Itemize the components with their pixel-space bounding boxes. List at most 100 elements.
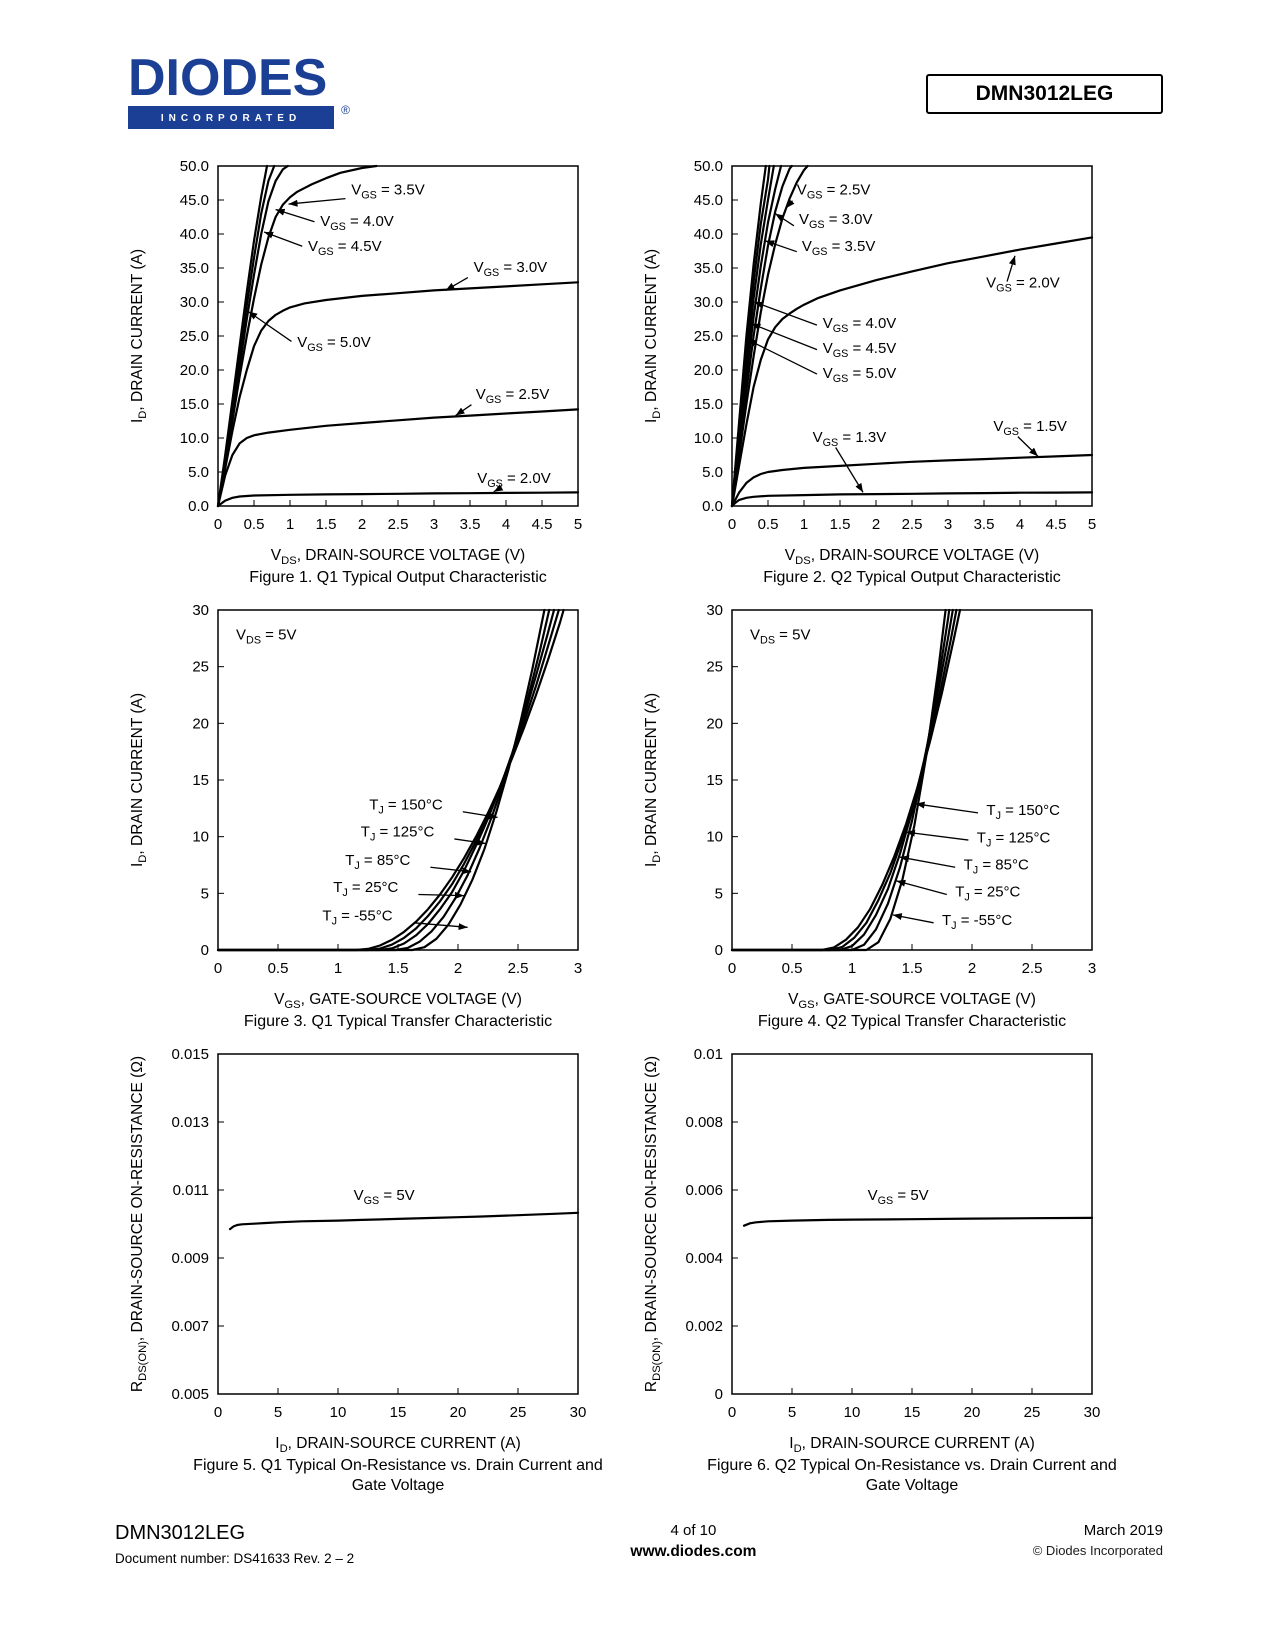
footer-part-number: DMN3012LEG: [115, 1522, 246, 1544]
x-tick-label: 3: [430, 516, 438, 533]
annotation-label: VGS = 3.5V: [802, 238, 876, 258]
plot-border: [731, 1053, 1093, 1395]
x-tick-label: 1: [800, 516, 808, 533]
y-tick-label: 0.004: [685, 1250, 723, 1267]
x-tick-label: 4.5: [532, 516, 553, 533]
curve-tj-125-c: [216, 608, 560, 952]
curve-vgs-5v: [742, 1216, 1094, 1227]
plot-border: [731, 609, 1093, 951]
curve-tj-25-c: [730, 608, 951, 952]
figure-6: 0 5 10 15 20 25 30 0 0.002 0.004 0.006 0.008 0.01 ID,…: [622, 1040, 1117, 1496]
x-tick-label: 30: [1084, 1404, 1101, 1421]
y-tick-label: 30: [192, 602, 209, 619]
annotation-label: TJ = 25°C: [955, 884, 1020, 904]
footer-date: March 2019: [1083, 1522, 1163, 1539]
footer-website-link[interactable]: www.diodes.com: [630, 1543, 757, 1560]
y-tick-label: 0.013: [171, 1114, 209, 1131]
x-tick-label: 0.5: [758, 516, 779, 533]
x-tick-label: 0: [728, 516, 736, 533]
y-tick-label: 20: [706, 715, 723, 732]
y-axis-label: ID, DRAIN CURRENT (A): [643, 693, 663, 867]
annotation-arrow: [915, 801, 979, 814]
x-tick-label: 2: [358, 516, 366, 533]
annotation-arrow: [445, 276, 469, 292]
y-tick-label: 25.0: [694, 328, 723, 345]
y-tick-label: 15: [706, 772, 723, 789]
figure-6-caption: Figure 6. Q2 Typical On-Resistance vs. D…: [707, 1457, 1117, 1494]
x-tick-label: 4.5: [1046, 516, 1067, 533]
annotation-arrow: [754, 301, 818, 326]
plot-border: [217, 165, 579, 507]
x-tick-label: 10: [330, 1404, 347, 1421]
y-tick-label: 0: [715, 1386, 723, 1403]
curve-vgs-5.0v: [216, 164, 269, 508]
annotation-arrow: [430, 866, 472, 875]
annotation-label: VGS = 3.5V: [351, 182, 425, 202]
y-tick-label: 35.0: [180, 260, 209, 277]
annotation-arrow: [288, 197, 346, 207]
x-axis-label: VGS, GATE-SOURCE VOLTAGE (V): [788, 991, 1036, 1011]
annotation-label: TJ = -55°C: [942, 912, 1012, 932]
annotation-label: TJ = 150°C: [986, 802, 1060, 822]
annotation-label: TJ = 85°C: [345, 852, 410, 872]
y-tick-label: 0.007: [171, 1318, 209, 1335]
annotation-arrow: [247, 310, 292, 342]
annotation-arrow: [462, 811, 498, 820]
annotation-label: TJ = -55°C: [322, 908, 392, 928]
y-tick-label: 30: [706, 602, 723, 619]
figure-1-plot: 0 0.5 1 1.5 2 2.5 3 3.5 4 4.5 50.05.010.015.020.02…: [129, 158, 582, 567]
y-tick-label: 45.0: [180, 192, 209, 209]
x-tick-label: 5: [788, 1404, 796, 1421]
x-axis-label: VDS, DRAIN-SOURCE VOLTAGE (V): [785, 547, 1039, 567]
x-tick-label: 3: [944, 516, 952, 533]
curve-tj-150-c: [730, 608, 962, 952]
x-tick-label: 2: [968, 960, 976, 977]
y-tick-label: 25: [192, 659, 209, 676]
y-tick-label: 5: [715, 885, 723, 902]
x-tick-label: 0: [728, 1404, 736, 1421]
figure-2-caption: Figure 2. Q2 Typical Output Characterist…: [763, 569, 1061, 586]
curve-vgs-3.5v: [216, 164, 378, 508]
figure-4: 0 0.5 1 1.5 2 2.5 3 0 5 10 15 20 25 30 VGS, GATE-SOURC…: [622, 596, 1114, 1032]
annotation-arrow: [905, 829, 969, 841]
annotation-label: VGS = 3.0V: [799, 211, 873, 231]
diodes-logo-text: DIODES: [128, 49, 328, 107]
part-number: DMN3012LEG: [975, 82, 1114, 105]
curve-vgs-2.5v: [216, 408, 580, 508]
x-tick-label: 2: [872, 516, 880, 533]
annotation-arrow: [275, 208, 315, 223]
x-tick-label: 2: [454, 960, 462, 977]
y-tick-label: 50.0: [694, 158, 723, 175]
annotation-label: VGS = 2.5V: [476, 386, 550, 406]
curve-vgs-1.3v: [730, 491, 1094, 508]
annotation-label: VGS = 4.0V: [823, 315, 897, 335]
y-tick-label: 0: [201, 942, 209, 959]
registered-trademark-icon: ®: [341, 103, 350, 117]
y-tick-label: 0.0: [702, 498, 723, 515]
y-tick-label: 15.0: [694, 396, 723, 413]
curve-vgs-2.5v: [730, 164, 809, 508]
figure-5-plot: 0 5 10 15 20 25 30 0.005 0.007 0.009 0.011 0.013 0.0…: [129, 1046, 586, 1455]
annotation-label: VGS = 4.5V: [308, 238, 382, 258]
annotation-arrow: [263, 231, 303, 247]
annotation-arrow: [764, 240, 798, 253]
y-tick-label: 10: [706, 829, 723, 846]
y-axis-label: RDS(ON), DRAIN-SOURCE ON-RESISTANCE (Ω): [129, 1056, 149, 1392]
annotation-label: VGS = 1.5V: [993, 418, 1067, 438]
y-axis-label: RDS(ON), DRAIN-SOURCE ON-RESISTANCE (Ω): [643, 1056, 663, 1392]
figure-6-plot: 0 5 10 15 20 25 30 0 0.002 0.004 0.006 0.008 0.01 ID,…: [643, 1046, 1101, 1455]
x-axis-label: VDS, DRAIN-SOURCE VOLTAGE (V): [271, 547, 525, 567]
x-tick-label: 1: [334, 960, 342, 977]
annotation-arrow: [493, 484, 504, 493]
x-tick-label: 1: [848, 960, 856, 977]
x-tick-label: 0: [214, 516, 222, 533]
y-tick-label: 35.0: [694, 260, 723, 277]
annotation-label: VGS = 5.0V: [823, 365, 897, 385]
x-tick-label: 10: [844, 1404, 861, 1421]
y-tick-label: 40.0: [180, 226, 209, 243]
charts-grid: 0 0.5 1 1.5 2 2.5 3 3.5 4 4.5 5 0.0 5.0 10.0 15.0 20.0 2…: [0, 152, 1275, 1496]
curve-tj-55-c: [216, 608, 546, 952]
curve-tj-25-c: [216, 608, 551, 952]
